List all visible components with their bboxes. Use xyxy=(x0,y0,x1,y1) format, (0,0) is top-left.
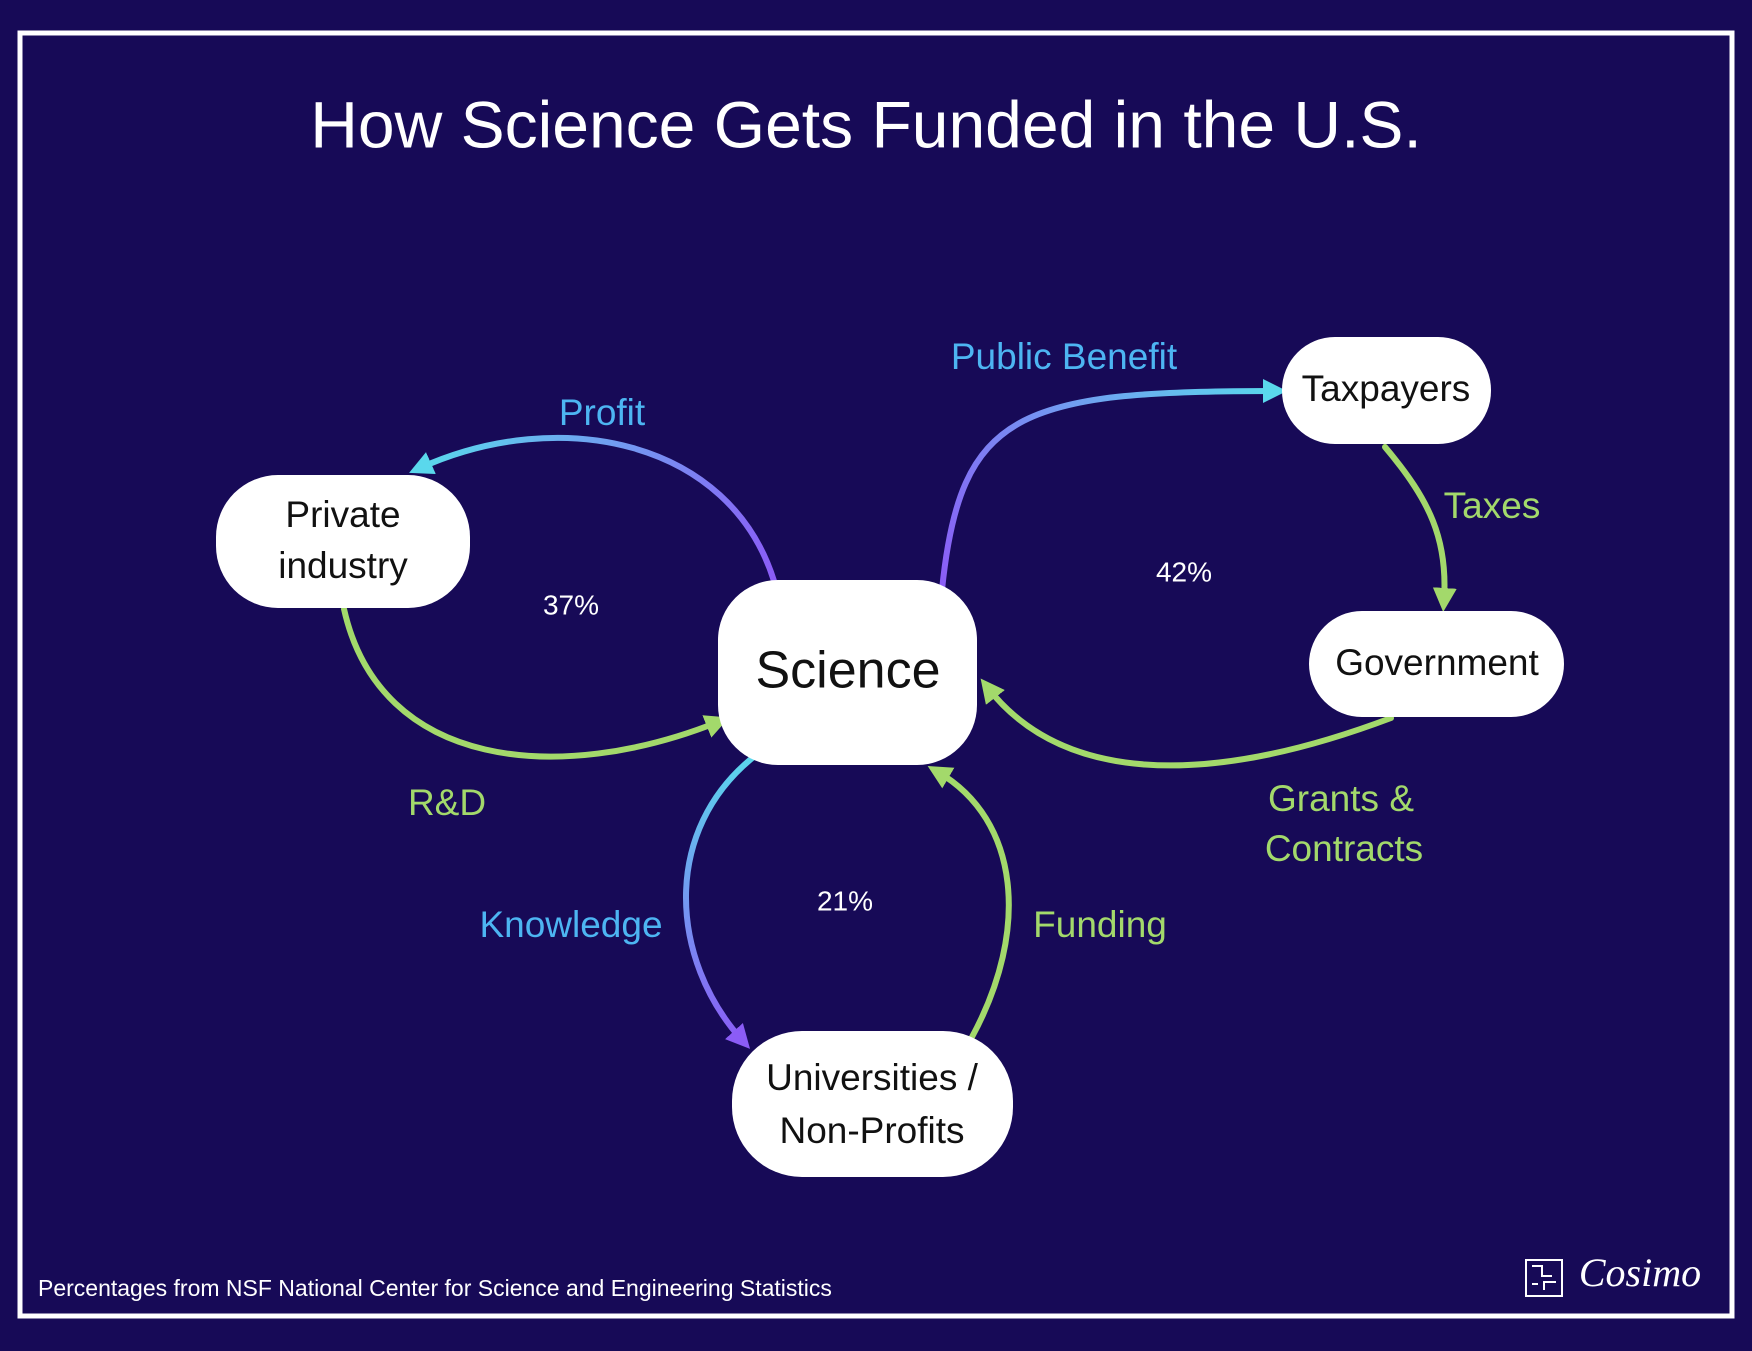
frame xyxy=(17,30,1735,1319)
edge-label: Funding xyxy=(1033,904,1167,945)
arrow xyxy=(939,379,1287,593)
edge-label: R&D xyxy=(408,782,486,823)
edge-label: Knowledge xyxy=(479,904,662,945)
arrow xyxy=(341,606,730,760)
arrow xyxy=(980,678,1394,769)
arrow xyxy=(1382,444,1457,612)
node-label: Private xyxy=(285,494,400,535)
share-label: 42% xyxy=(1156,556,1212,587)
node-label: Government xyxy=(1335,642,1539,683)
node-label: Taxpayers xyxy=(1302,368,1471,409)
edge-label: Taxes xyxy=(1444,485,1541,526)
node-label: industry xyxy=(278,545,408,586)
node xyxy=(1282,337,1491,444)
node xyxy=(718,580,977,765)
share-label: 37% xyxy=(543,589,599,620)
edge-label: Public Benefit xyxy=(951,336,1178,377)
share-label: 21% xyxy=(817,885,873,916)
node xyxy=(732,1031,1013,1177)
title: How Science Gets Funded in the U.S. xyxy=(310,87,1422,161)
edge-label: Contracts xyxy=(1265,828,1423,869)
arrow xyxy=(927,765,1012,1040)
arrow xyxy=(683,752,759,1049)
brand: Cosimo xyxy=(1579,1250,1701,1295)
edge-label: Grants & xyxy=(1268,778,1414,819)
arrow xyxy=(409,434,777,584)
node xyxy=(1309,611,1564,717)
arrows xyxy=(341,379,1457,1049)
node-label: Non-Profits xyxy=(779,1110,964,1151)
edge-label: Profit xyxy=(559,392,646,433)
brand-icon xyxy=(1525,1259,1563,1297)
node xyxy=(216,475,470,608)
node-label: Science xyxy=(756,642,941,700)
node-label: Universities / xyxy=(766,1057,978,1098)
footnote: Percentages from NSF National Center for… xyxy=(38,1275,832,1301)
